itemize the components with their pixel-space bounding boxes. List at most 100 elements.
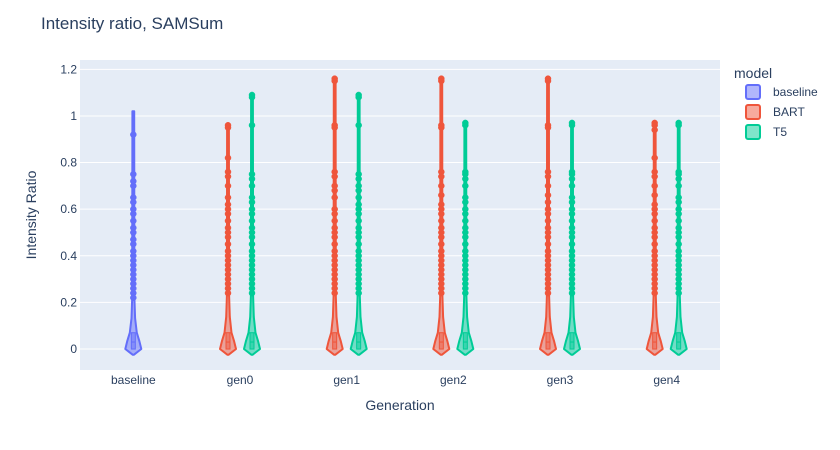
legend: model baseline BART T5 [734, 65, 818, 140]
outlier-point [568, 240, 576, 248]
outlier-point [130, 131, 137, 138]
y-tick-label: 0 [70, 342, 77, 356]
x-axis-title: Generation [365, 397, 434, 413]
outlier-point [130, 182, 137, 190]
x-tick-label: gen0 [227, 373, 254, 387]
violin-box [332, 332, 338, 350]
outlier-point [224, 217, 232, 225]
outlier-point [568, 210, 576, 218]
outlier-point [248, 289, 256, 297]
outlier-point [651, 210, 658, 218]
legend-label: baseline [773, 85, 818, 99]
y-tick-label: 0.6 [60, 202, 77, 216]
outlier-point [651, 233, 658, 241]
outlier-point [248, 233, 256, 241]
outlier-point [438, 124, 445, 131]
outlier-point [568, 175, 576, 183]
outlier-point [544, 173, 552, 180]
violin-box [462, 332, 468, 350]
outlier-point [438, 182, 445, 190]
outlier-point [462, 289, 469, 297]
violin-box [225, 332, 231, 350]
legend-swatch [745, 124, 761, 140]
y-tick-label: 1.2 [60, 62, 77, 76]
violin-t5-gen2 [456, 119, 475, 356]
outlier-point [355, 187, 362, 194]
outlier-point [130, 217, 137, 225]
outlier-point [462, 182, 469, 190]
violin-box [545, 332, 551, 350]
violin-box [356, 332, 362, 350]
outlier-point [130, 198, 137, 206]
outlier-point [462, 175, 469, 183]
outlier-point [568, 217, 576, 225]
outlier-point [130, 229, 137, 236]
outlier-point [544, 191, 552, 199]
outlier-point [544, 240, 552, 248]
outlier-point [248, 198, 256, 206]
y-gridlines [80, 68, 720, 350]
violin-bart-gen2 [432, 75, 451, 356]
outlier-point [462, 217, 469, 225]
violin-t5-gen0 [243, 91, 261, 356]
outlier-point [331, 217, 338, 225]
legend-title: model [734, 65, 772, 81]
outlier-point [438, 217, 445, 225]
outlier-point [544, 182, 552, 190]
outlier-point [355, 94, 362, 101]
legend-swatch [745, 84, 761, 100]
y-tick-label: 0.4 [60, 249, 77, 263]
legend-label: BART [773, 105, 805, 119]
y-tick-label: 1 [70, 109, 77, 123]
outlier-point [438, 210, 445, 218]
outlier-point [462, 210, 469, 218]
outlier-point [331, 240, 338, 248]
outlier-point [355, 233, 362, 241]
outlier-point [331, 173, 338, 180]
outlier-point [462, 240, 469, 248]
violin-bart-gen4 [645, 119, 664, 356]
outlier-point [224, 173, 232, 180]
outlier-point [355, 240, 362, 248]
outlier-point [675, 240, 682, 248]
outlier-point [438, 233, 445, 241]
violin-box [249, 332, 255, 350]
outlier-point [331, 233, 338, 241]
outlier-point [248, 94, 256, 101]
plot-background [80, 60, 720, 370]
outlier-point [544, 210, 552, 218]
violin-t5-gen1 [349, 91, 368, 356]
outlier-point [438, 191, 445, 199]
violin-box [676, 332, 682, 350]
violin-box [438, 332, 444, 350]
outlier-point [544, 289, 552, 297]
x-tick-label: gen4 [653, 373, 680, 387]
outlier-point [224, 154, 232, 162]
violin-box [569, 332, 575, 350]
violin-t5-gen4 [669, 119, 688, 356]
x-tick-label: gen1 [333, 373, 360, 387]
y-tick-labels: 0 0.2 0.4 0.6 0.8 1 1.2 [60, 62, 77, 356]
outlier-point [130, 240, 137, 248]
x-tick-labels: baseline gen0 gen1 gen2 gen3 gen4 [111, 373, 680, 387]
outlier-point [675, 182, 682, 190]
outlier-point [248, 217, 256, 225]
outlier-point [568, 233, 576, 241]
outlier-point [438, 289, 445, 297]
y-axis-title: Intensity Ratio [23, 170, 39, 259]
violin-bart-gen3 [539, 75, 557, 356]
outlier-point [224, 289, 232, 297]
y-tick-label: 0.2 [60, 295, 77, 309]
outlier-point [355, 194, 362, 201]
outlier-point [224, 210, 232, 218]
outlier-point [651, 217, 658, 225]
outlier-point [331, 77, 338, 85]
violin-box [652, 332, 658, 350]
outlier-point [544, 217, 552, 225]
outlier-point [462, 233, 469, 241]
outlier-point [224, 182, 232, 190]
x-tick-label: baseline [111, 373, 156, 387]
outlier-point [248, 122, 256, 129]
violin-bart-gen1 [325, 75, 344, 356]
